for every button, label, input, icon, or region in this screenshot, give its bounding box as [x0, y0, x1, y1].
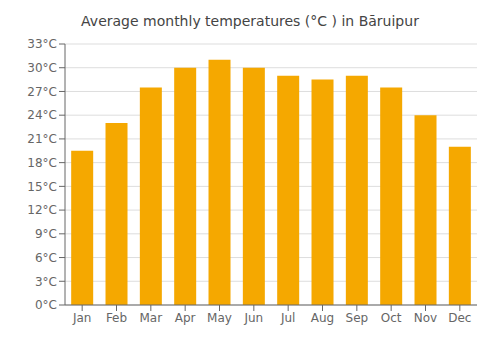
- svg-text:30°C: 30°C: [27, 61, 57, 75]
- svg-text:Oct: Oct: [381, 311, 402, 325]
- svg-text:24°C: 24°C: [27, 108, 57, 122]
- svg-text:Mar: Mar: [140, 311, 163, 325]
- svg-text:Sep: Sep: [346, 311, 369, 325]
- svg-text:May: May: [207, 311, 232, 325]
- svg-text:Apr: Apr: [175, 311, 196, 325]
- svg-text:0°C: 0°C: [35, 298, 57, 312]
- svg-text:27°C: 27°C: [27, 85, 57, 99]
- svg-text:Nov: Nov: [414, 311, 437, 325]
- svg-text:33°C: 33°C: [27, 37, 57, 51]
- svg-text:6°C: 6°C: [35, 251, 57, 265]
- svg-text:3°C: 3°C: [35, 275, 57, 289]
- svg-text:15°C: 15°C: [27, 180, 57, 194]
- svg-text:12°C: 12°C: [27, 203, 57, 217]
- svg-text:Jun: Jun: [243, 311, 263, 325]
- svg-text:18°C: 18°C: [27, 156, 57, 170]
- svg-text:9°C: 9°C: [35, 227, 57, 241]
- svg-text:Dec: Dec: [448, 311, 471, 325]
- html-text:Average monthly temperatures (: Average monthly temperatures (°C ) in Bā…: [81, 13, 419, 29]
- svg-text:Jul: Jul: [280, 311, 295, 325]
- svg-text:Jan: Jan: [72, 311, 92, 325]
- svg-text:21°C: 21°C: [27, 132, 57, 146]
- svg-text:Feb: Feb: [106, 311, 127, 325]
- svg-text:Aug: Aug: [311, 311, 334, 325]
